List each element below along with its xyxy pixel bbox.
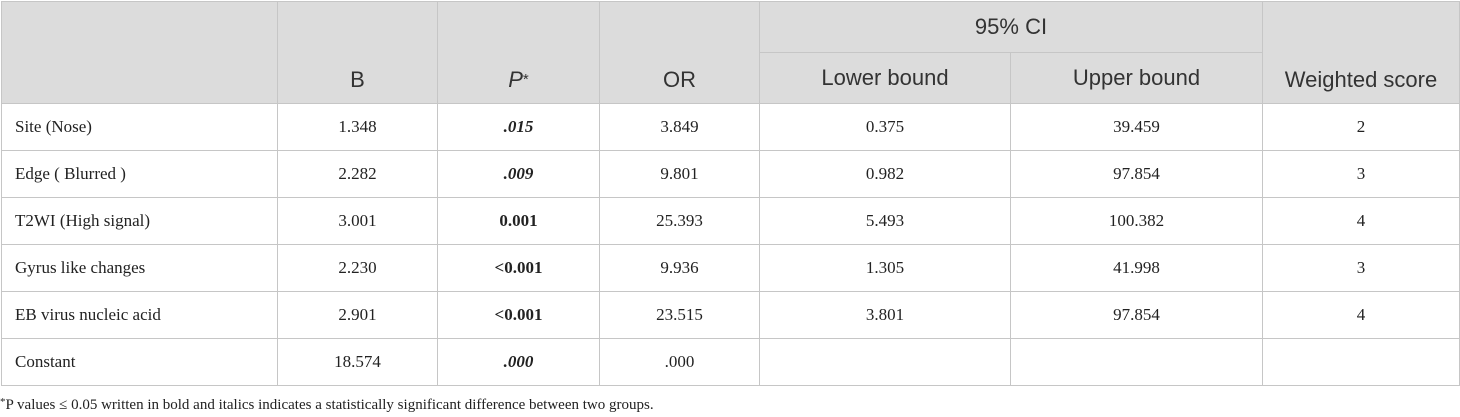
cell-upper-bound: 97.854 — [1010, 150, 1263, 198]
cell-lower-bound: 0.375 — [759, 103, 1011, 151]
header-p-mark: * — [522, 71, 529, 88]
header-variable — [1, 1, 278, 104]
cell-p: <0.001 — [437, 291, 600, 339]
cell-or: 9.936 — [599, 244, 760, 292]
cell-b: 2.282 — [277, 150, 438, 198]
header-p-label: P — [508, 67, 523, 92]
cell-weighted-score — [1262, 338, 1460, 386]
cell-or: 23.515 — [599, 291, 760, 339]
row-label: Constant — [1, 338, 278, 386]
cell-p: .015 — [437, 103, 600, 151]
footnote-text: P values ≤ 0.05 written in bold and ital… — [5, 397, 654, 413]
cell-b: 3.001 — [277, 197, 438, 245]
cell-b: 2.230 — [277, 244, 438, 292]
header-upper-bound: Upper bound — [1010, 52, 1263, 104]
cell-lower-bound: 5.493 — [759, 197, 1011, 245]
table-body: Site (Nose) 1.348 .015 3.849 0.375 39.45… — [1, 103, 1460, 386]
cell-weighted-score: 4 — [1262, 291, 1460, 339]
header-b: B — [277, 1, 438, 104]
cell-or: 9.801 — [599, 150, 760, 198]
cell-weighted-score: 2 — [1262, 103, 1460, 151]
header-weighted-score: Weighted score — [1262, 1, 1460, 104]
cell-upper-bound: 97.854 — [1010, 291, 1263, 339]
header-p: P* — [437, 1, 600, 104]
cell-upper-bound: 39.459 — [1010, 103, 1263, 151]
table-row: EB virus nucleic acid 2.901 <0.001 23.51… — [1, 291, 1460, 339]
table-footnote: *P values ≤ 0.05 written in bold and ita… — [0, 396, 654, 414]
regression-table: B P* OR 95% CI Weighted score Lower boun… — [1, 1, 1460, 386]
header-lower-bound: Lower bound — [759, 52, 1011, 104]
cell-lower-bound: 1.305 — [759, 244, 1011, 292]
cell-p: .009 — [437, 150, 600, 198]
cell-or: 3.849 — [599, 103, 760, 151]
cell-weighted-score: 3 — [1262, 244, 1460, 292]
cell-weighted-score: 3 — [1262, 150, 1460, 198]
row-label: Site (Nose) — [1, 103, 278, 151]
footnote-mark: * — [0, 396, 6, 408]
cell-weighted-score: 4 — [1262, 197, 1460, 245]
table-row: Edge ( Blurred ) 2.282 .009 9.801 0.982 … — [1, 150, 1460, 198]
cell-b: 2.901 — [277, 291, 438, 339]
row-label: EB virus nucleic acid — [1, 291, 278, 339]
table-row: Constant 18.574 .000 .000 — [1, 338, 1460, 386]
row-label: Edge ( Blurred ) — [1, 150, 278, 198]
header-ci-group: 95% CI — [759, 1, 1263, 53]
cell-lower-bound — [759, 338, 1011, 386]
cell-p: 0.001 — [437, 197, 600, 245]
table-row: Site (Nose) 1.348 .015 3.849 0.375 39.45… — [1, 103, 1460, 151]
table-row: Gyrus like changes 2.230 <0.001 9.936 1.… — [1, 244, 1460, 292]
row-label: T2WI (High signal) — [1, 197, 278, 245]
cell-p: <0.001 — [437, 244, 600, 292]
cell-upper-bound — [1010, 338, 1263, 386]
table-header: B P* OR 95% CI Weighted score Lower boun… — [1, 1, 1460, 104]
cell-upper-bound: 100.382 — [1010, 197, 1263, 245]
cell-or: 25.393 — [599, 197, 760, 245]
cell-upper-bound: 41.998 — [1010, 244, 1263, 292]
header-or: OR — [599, 1, 760, 104]
cell-p: .000 — [437, 338, 600, 386]
cell-b: 18.574 — [277, 338, 438, 386]
row-label: Gyrus like changes — [1, 244, 278, 292]
table-row: T2WI (High signal) 3.001 0.001 25.393 5.… — [1, 197, 1460, 245]
cell-lower-bound: 0.982 — [759, 150, 1011, 198]
cell-b: 1.348 — [277, 103, 438, 151]
cell-lower-bound: 3.801 — [759, 291, 1011, 339]
cell-or: .000 — [599, 338, 760, 386]
